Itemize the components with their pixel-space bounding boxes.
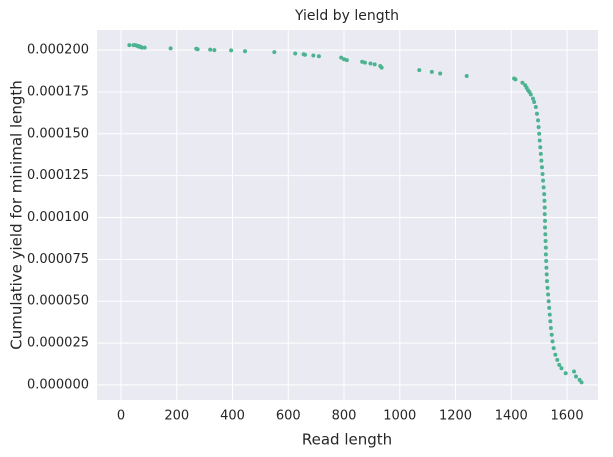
point: [545, 285, 550, 290]
point: [344, 58, 349, 63]
x-tick-label: 1600: [551, 409, 584, 424]
point: [542, 192, 547, 197]
y-tick-label: 0.000050: [27, 294, 89, 309]
point: [513, 77, 518, 82]
point: [127, 43, 132, 48]
point: [528, 92, 533, 97]
point: [543, 232, 548, 237]
point: [316, 54, 321, 59]
point: [229, 48, 234, 53]
point: [553, 352, 558, 357]
point: [538, 145, 543, 150]
point: [572, 369, 577, 374]
y-tick-label: 0.000200: [27, 43, 89, 58]
plot-area: [97, 30, 598, 400]
point: [293, 51, 298, 56]
y-tick-label: 0.000000: [27, 377, 89, 392]
x-tick-label: 800: [332, 409, 357, 424]
point: [543, 245, 548, 250]
x-tick-label: 400: [220, 409, 245, 424]
point: [139, 45, 144, 50]
point: [538, 151, 543, 156]
point: [532, 99, 537, 104]
x-tick-label: 1000: [383, 409, 416, 424]
point: [537, 131, 542, 136]
y-tick-label: 0.000025: [27, 336, 89, 351]
point: [533, 105, 538, 110]
y-axis-label: Cumulative yield for minimal length: [8, 80, 26, 350]
point: [531, 96, 536, 101]
point: [372, 62, 377, 67]
point: [438, 71, 443, 76]
point: [542, 205, 547, 210]
point: [243, 49, 248, 54]
point: [555, 357, 560, 362]
x-tick-label: 200: [164, 409, 189, 424]
y-tick-label: 0.000125: [27, 168, 89, 183]
chart-title: Yield by length: [294, 8, 399, 24]
point: [548, 319, 553, 324]
point: [549, 332, 554, 337]
point: [559, 366, 564, 371]
point: [543, 252, 548, 257]
point: [417, 68, 422, 73]
point: [546, 292, 551, 297]
point: [544, 279, 549, 284]
x-tick-label: 1400: [495, 409, 528, 424]
point: [547, 305, 552, 310]
point: [544, 272, 549, 277]
point: [543, 218, 548, 223]
y-tick-label: 0.000100: [27, 210, 89, 225]
point: [550, 339, 555, 344]
point: [379, 65, 384, 70]
point: [563, 371, 568, 376]
x-tick-label: 600: [276, 409, 301, 424]
point: [579, 380, 584, 385]
y-tick-label: 0.000075: [27, 252, 89, 267]
x-tick-label: 1200: [439, 409, 472, 424]
point: [464, 74, 469, 79]
point: [547, 312, 552, 317]
point: [551, 346, 556, 351]
point: [539, 165, 544, 170]
point: [368, 61, 373, 66]
point: [546, 299, 551, 304]
point: [536, 125, 541, 130]
point: [168, 46, 173, 51]
point: [543, 238, 548, 243]
point: [272, 50, 277, 55]
point: [142, 45, 147, 50]
point: [429, 69, 434, 74]
point: [544, 259, 549, 264]
point: [520, 80, 525, 85]
point: [541, 178, 546, 183]
point: [542, 212, 547, 217]
point: [311, 53, 316, 58]
point: [208, 47, 213, 52]
point: [540, 171, 545, 176]
point: [537, 138, 542, 143]
y-tick-label: 0.000175: [27, 84, 89, 99]
point: [195, 47, 200, 52]
point: [544, 265, 549, 270]
point: [536, 118, 541, 123]
point: [212, 48, 217, 53]
point: [302, 52, 307, 57]
point: [548, 326, 553, 331]
point: [542, 198, 547, 203]
point: [534, 111, 539, 116]
point: [543, 225, 548, 230]
point: [573, 374, 578, 379]
y-tick-label: 0.000150: [27, 126, 89, 141]
x-axis-label: Read length: [302, 431, 392, 449]
point: [541, 185, 546, 190]
point: [539, 158, 544, 163]
point: [557, 362, 562, 367]
x-tick-label: 0: [117, 409, 125, 424]
point: [362, 60, 367, 65]
